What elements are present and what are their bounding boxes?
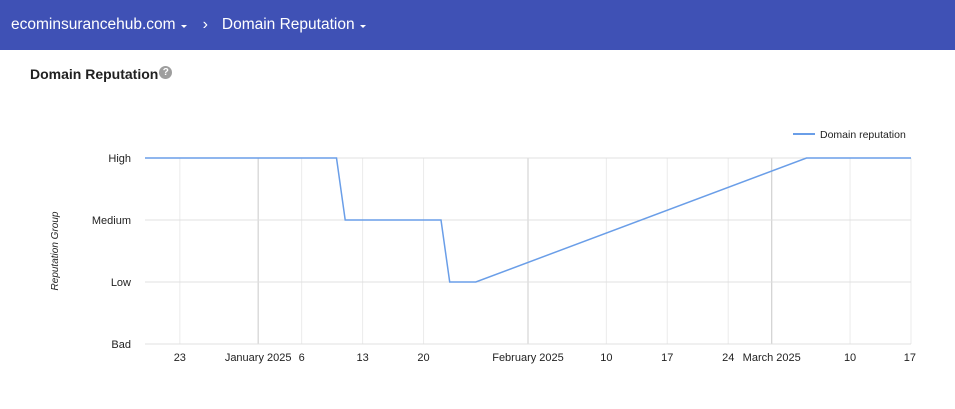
y-tick-label: Low (111, 277, 131, 289)
x-tick-label: 20 (417, 352, 429, 364)
y-tick-label: Bad (111, 339, 131, 351)
y-tick-label: High (108, 153, 131, 165)
x-tick-label: 23 (174, 352, 186, 364)
x-tick-label: 17 (661, 352, 673, 364)
x-tick-label: 6 (299, 352, 305, 364)
y-axis-label: Reputation Group (50, 211, 61, 290)
legend-label: Domain reputation (820, 129, 906, 141)
x-tick-label: January 2025 (225, 352, 292, 364)
x-tick-label: 17 (904, 352, 916, 364)
x-tick-label: March 2025 (743, 352, 801, 364)
y-tick-label: Medium (92, 215, 131, 227)
x-tick-label: February 2025 (492, 352, 564, 364)
x-tick-label: 10 (600, 352, 612, 364)
x-tick-label: 13 (356, 352, 368, 364)
x-tick-label: 10 (844, 352, 856, 364)
x-tick-label: 24 (722, 352, 734, 364)
